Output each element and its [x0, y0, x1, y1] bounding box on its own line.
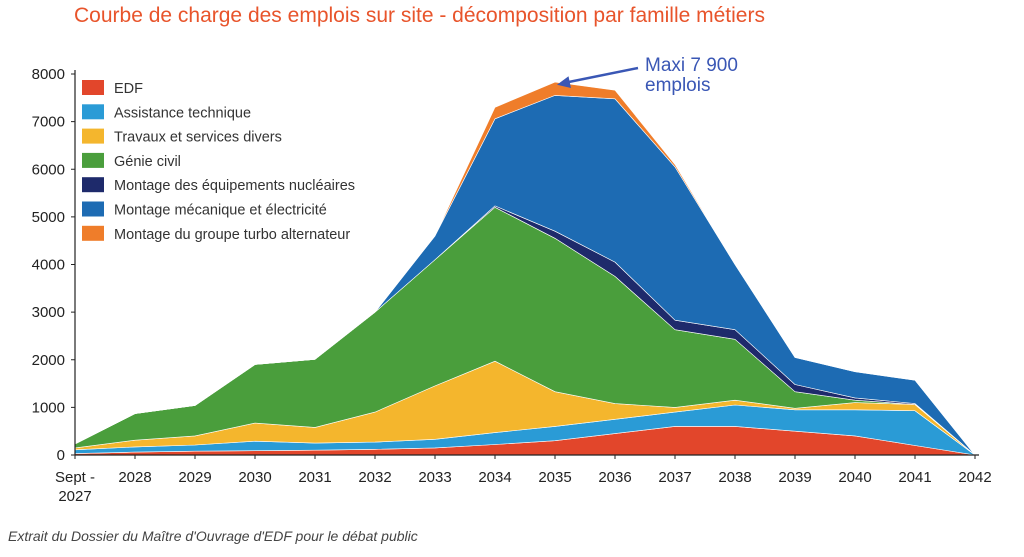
legend-swatch-montage-mecanique-et-electricite: [82, 201, 104, 217]
y-axis-tick-labels: 0 1000 2000 3000 4000 5000 6000 7000 8000: [32, 66, 65, 464]
x-tick-label: 2035: [538, 469, 571, 486]
x-tick-label: 2033: [418, 469, 451, 486]
x-tick-label: 2032: [358, 469, 391, 486]
y-tick-label: 6000: [32, 161, 65, 178]
x-tick-label: 2041: [898, 469, 931, 486]
annotation-arrow-line: [564, 66, 639, 84]
annotation-text: emplois: [645, 75, 710, 96]
x-axis-tick-labels: Sept -2027 2028 2029 2030 2031 2032 2033 2034 20…: [55, 469, 992, 505]
x-tick-label: 2030: [238, 469, 271, 486]
annotation-arrowhead: [557, 76, 571, 89]
stacked-area-chart: 0 1000 2000 3000 4000 5000 6000 7000 8000 Sept -…: [32, 55, 992, 505]
axes: [71, 70, 979, 459]
y-tick-label: 0: [57, 447, 65, 464]
x-tick-label: 2040: [838, 469, 871, 486]
legend: EDF Assistance technique Travaux et servic…: [82, 80, 355, 243]
legend-swatch-assistance-technique: [82, 104, 104, 120]
x-tick-label: 2037: [658, 469, 691, 486]
x-tick-label: 2031: [298, 469, 331, 486]
x-tick-label: 2036: [598, 469, 631, 486]
y-tick-label: 4000: [32, 257, 65, 274]
chart-title: Courbe de charge des emplois sur site - …: [74, 4, 765, 27]
x-tick-label: 2042: [958, 469, 991, 486]
legend-label-assistance-technique: Assistance technique: [114, 105, 251, 121]
legend-swatch-montage-des-equipements-nucleaires: [82, 177, 104, 193]
legend-swatch-genie-civil: [82, 152, 104, 168]
y-tick-label: 1000: [32, 399, 65, 416]
y-tick-label: 5000: [32, 209, 65, 226]
x-tick-label: 2029: [178, 469, 211, 486]
y-tick-label: 7000: [32, 114, 65, 131]
x-tick-label: 2038: [718, 469, 751, 486]
x-tick-label: 2034: [478, 469, 511, 486]
y-tick-label: 3000: [32, 304, 65, 321]
legend-label-montage-mecanique-et-electricite: Montage mécanique et électricité: [114, 203, 327, 219]
x-tick-label: 2039: [778, 469, 811, 486]
annotation-text: Maxi 7 900: [645, 55, 738, 76]
legend-label-genie-civil: Génie civil: [114, 154, 181, 170]
x-tick-label: Sept -2027: [55, 469, 95, 505]
y-tick-label: 2000: [32, 352, 65, 369]
legend-label-montage-des-equipements-nucleaires: Montage des équipements nucléaires: [114, 178, 355, 194]
legend-label-montage-du-groupe-turbo-alternateur: Montage du groupe turbo alternateur: [114, 227, 350, 243]
area-layers: [74, 81, 976, 456]
y-tick-label: 8000: [32, 66, 65, 83]
legend-label-edf: EDF: [114, 81, 143, 97]
legend-swatch-edf: [82, 80, 104, 95]
legend-swatch-montage-du-groupe-turbo-alternateur: [82, 225, 104, 241]
legend-label-travaux-et-services-divers: Travaux et services divers: [114, 130, 282, 146]
x-tick-label: 2028: [118, 469, 151, 486]
legend-swatch-travaux-et-services-divers: [82, 128, 104, 144]
source-note: Extrait du Dossier du Maître d'Ouvrage d…: [8, 528, 418, 544]
